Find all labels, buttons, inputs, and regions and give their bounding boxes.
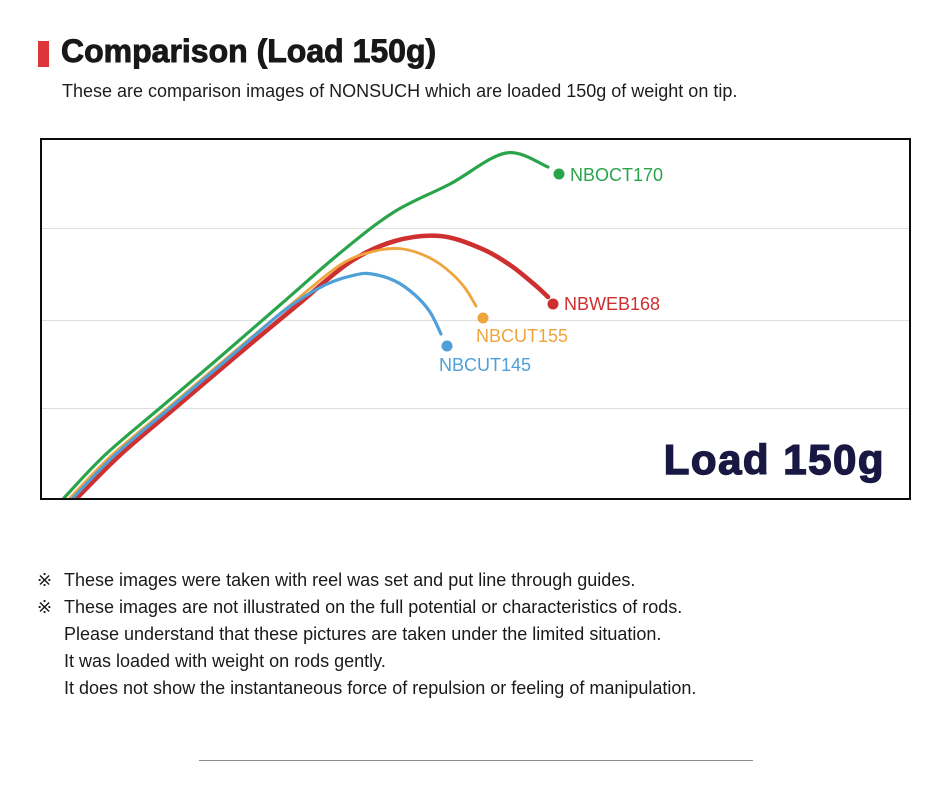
reference-mark bbox=[37, 648, 64, 675]
load-overlay-label: Load 150g bbox=[663, 436, 885, 483]
series-label-2: NBCUT155 bbox=[476, 326, 569, 346]
endpoint-dot-NBCUT145 bbox=[441, 340, 453, 352]
endpoint-dot-NBOCT170 bbox=[553, 168, 565, 180]
footnote-line: ※ These images are not illustrated on th… bbox=[37, 594, 696, 621]
gridline bbox=[42, 227, 909, 229]
series-label-1: NBWEB168 bbox=[564, 294, 661, 314]
footnote-text: These images were taken with reel was se… bbox=[64, 570, 636, 590]
footnote-line: It does not show the instantaneous force… bbox=[37, 675, 696, 702]
gridline bbox=[42, 319, 909, 321]
footnote-text: It was loaded with weight on rods gently… bbox=[64, 651, 386, 671]
footnote-text: It does not show the instantaneous force… bbox=[64, 678, 697, 698]
endpoint-dot-NBCUT155 bbox=[477, 312, 489, 324]
page-subtitle: These are comparison images of NONSUCH w… bbox=[62, 81, 738, 101]
footnote-line: It was loaded with weight on rods gently… bbox=[37, 648, 696, 675]
reference-mark: ※ bbox=[37, 570, 53, 590]
footnote-line: Please understand that these pictures ar… bbox=[37, 621, 696, 648]
footnote-text: Please understand that these pictures ar… bbox=[64, 624, 662, 644]
series-label-3: NBCUT145 bbox=[439, 355, 532, 375]
gridline bbox=[42, 407, 909, 409]
chart-plot-area: NBOCT170 NBWEB168 NBCUT155 NBCUT145 Load… bbox=[42, 140, 909, 498]
rod-bend-svg bbox=[62, 151, 565, 498]
reference-mark bbox=[37, 621, 64, 648]
curve-NBCUT155 bbox=[68, 246, 478, 498]
title-accent-bar bbox=[38, 41, 49, 67]
reference-mark: ※ bbox=[37, 597, 53, 617]
page-title: Comparison (Load 150g) bbox=[61, 33, 437, 70]
footnote-line: ※ These images were taken with reel was … bbox=[37, 567, 696, 594]
footnote-text: These images are not illustrated on the … bbox=[64, 597, 683, 617]
reference-mark bbox=[37, 675, 64, 702]
footnotes: ※ These images were taken with reel was … bbox=[37, 567, 696, 702]
bottom-divider bbox=[199, 760, 753, 761]
endpoint-dot-NBWEB168 bbox=[547, 298, 559, 310]
rod-bend-chart: NBOCT170 NBWEB168 NBCUT155 NBCUT145 Load… bbox=[40, 138, 911, 500]
curve-NBCUT145 bbox=[71, 271, 443, 498]
series-label-0: NBOCT170 bbox=[570, 165, 664, 185]
curve-NBOCT170 bbox=[62, 151, 550, 498]
